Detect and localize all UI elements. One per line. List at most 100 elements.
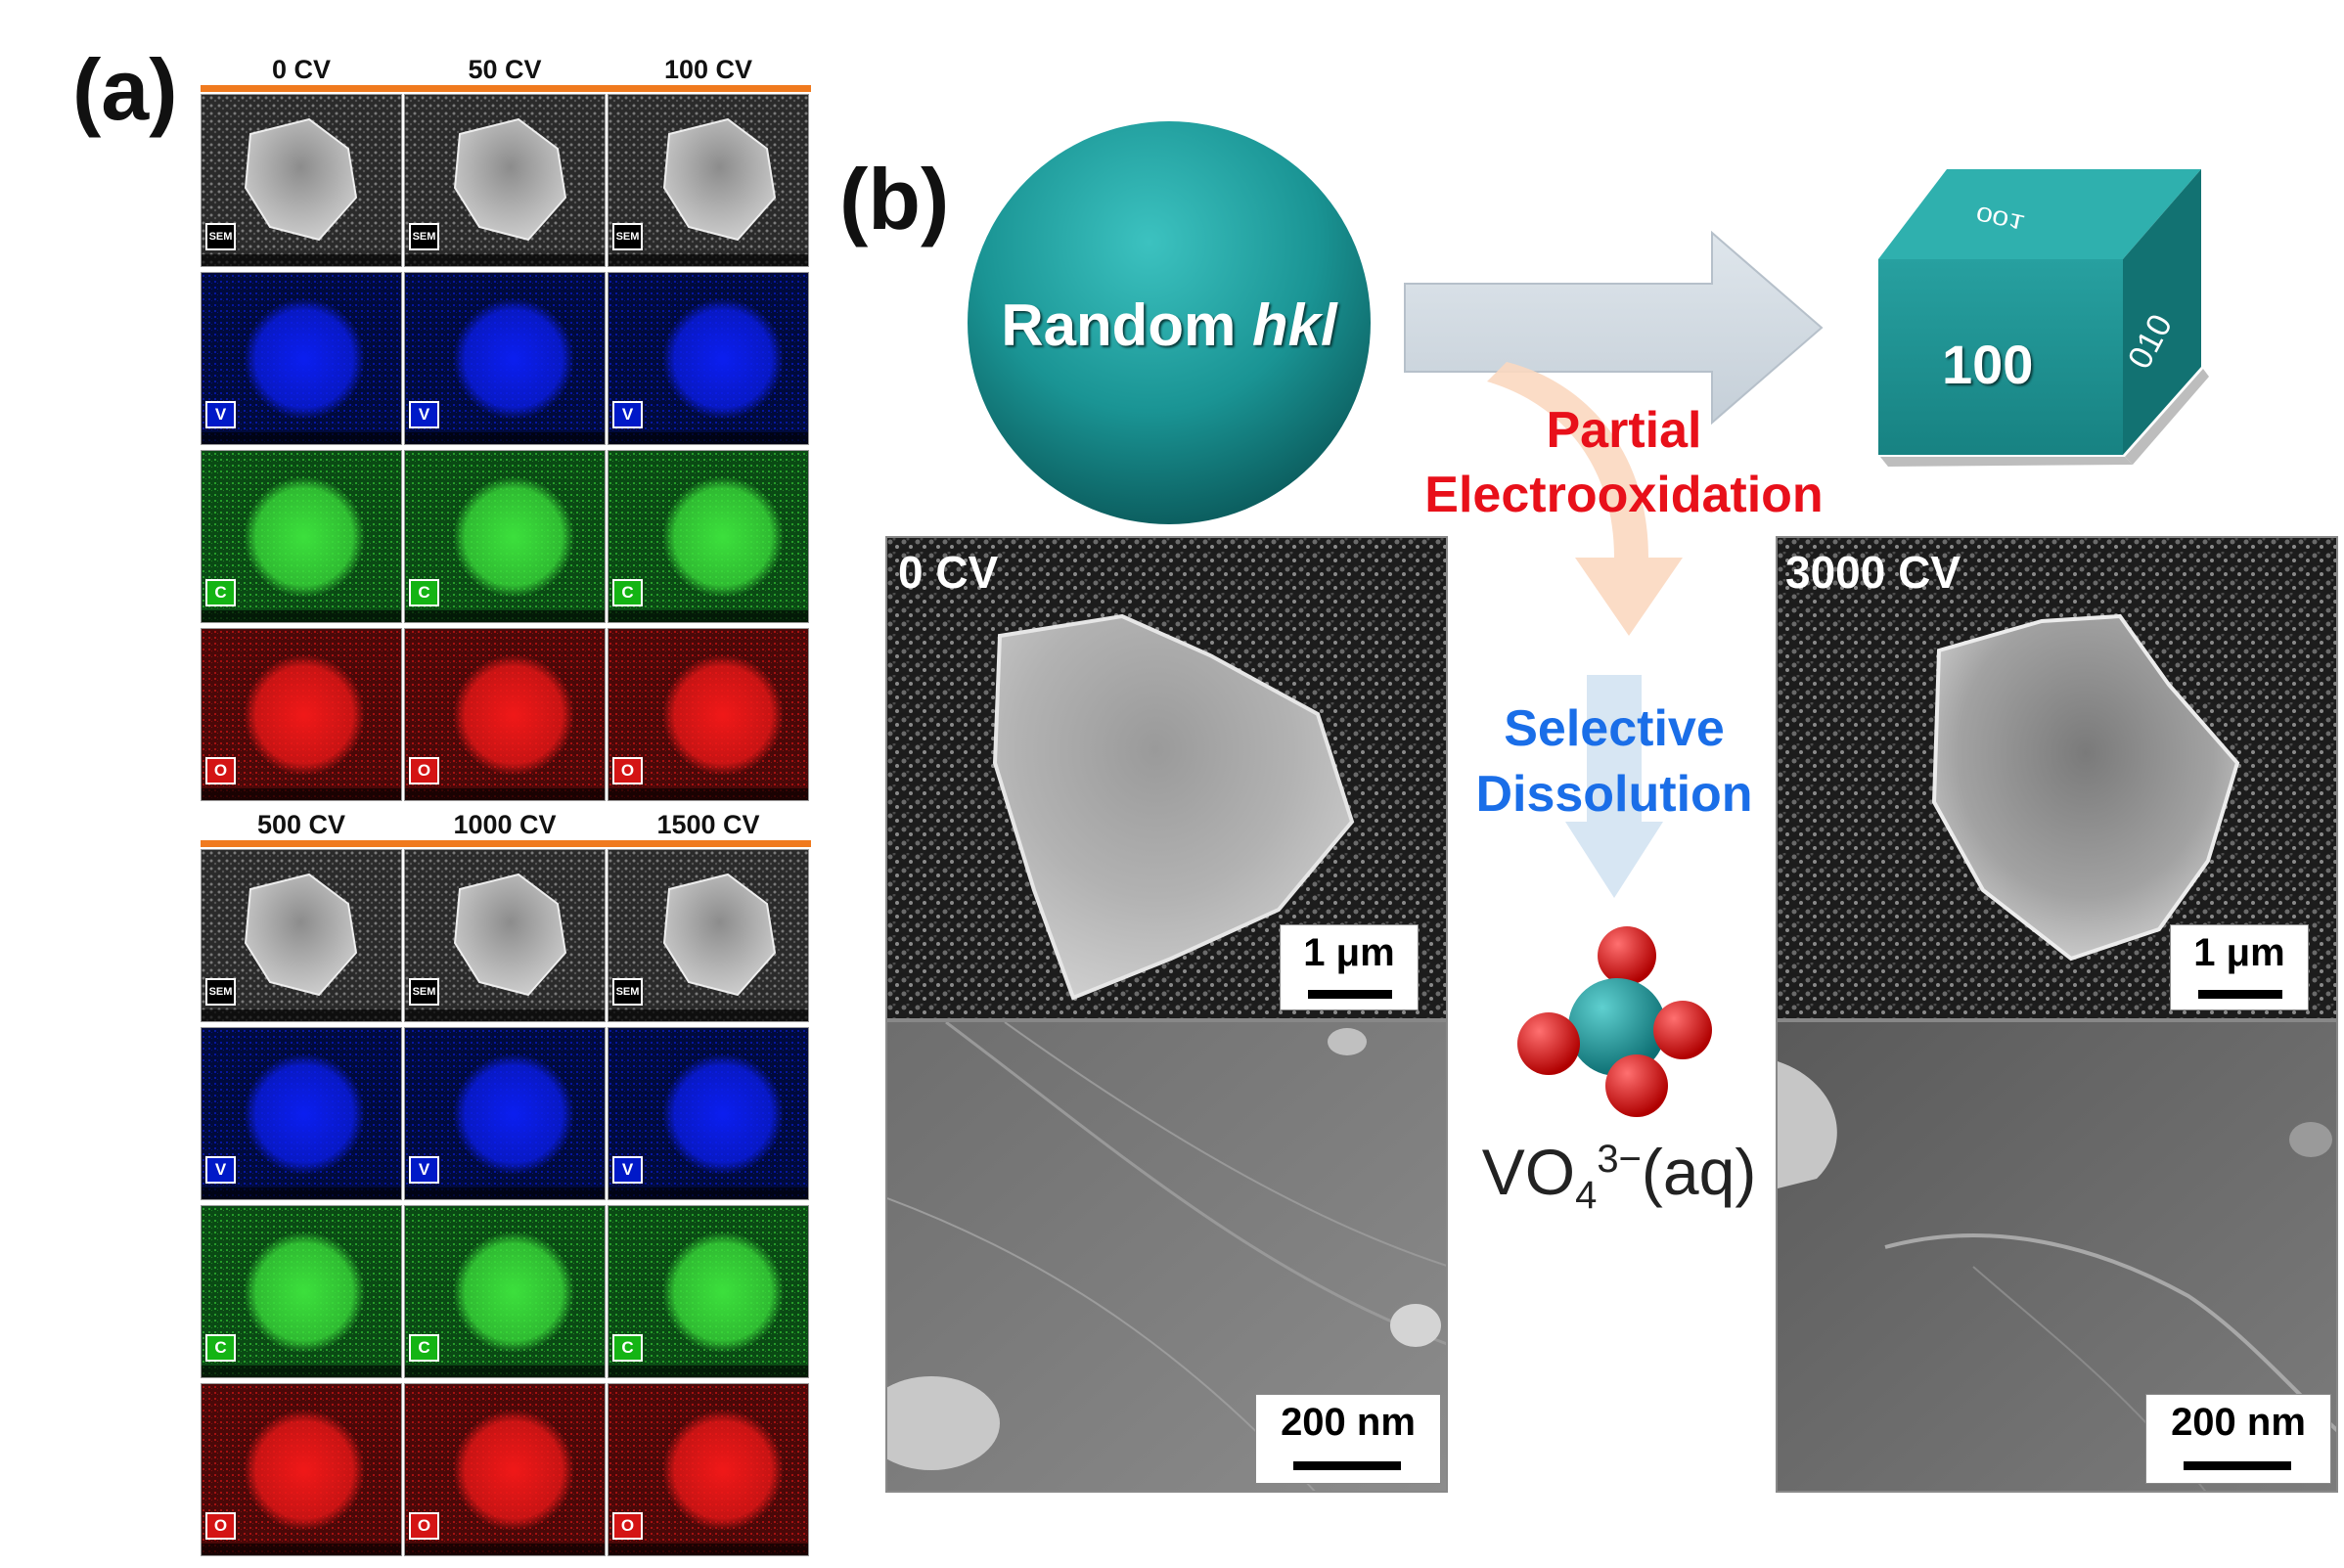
eds-map-c: C bbox=[201, 1205, 402, 1378]
eds-map-c: C bbox=[404, 450, 606, 623]
element-tag: SEM bbox=[205, 223, 236, 250]
element-tag: V bbox=[612, 401, 643, 428]
element-tag: O bbox=[205, 757, 236, 784]
eds-map-v: V bbox=[201, 1027, 402, 1200]
detector-info-bar bbox=[202, 1187, 401, 1199]
element-tag: C bbox=[205, 1334, 236, 1362]
eds-map-v: V bbox=[608, 272, 809, 445]
detector-info-bar bbox=[609, 432, 808, 444]
element-tag: V bbox=[205, 401, 236, 428]
column-header: 500 CV bbox=[256, 810, 346, 839]
element-tag: C bbox=[409, 1334, 439, 1362]
eds-map-sem: SEM bbox=[608, 849, 809, 1022]
scale-bar-200nm-right: 200 nm bbox=[2145, 1394, 2331, 1484]
panel-b-label: (b) bbox=[839, 151, 950, 247]
eds-map-v: V bbox=[404, 1027, 606, 1200]
detector-info-bar bbox=[202, 1544, 401, 1555]
eds-map-v: V bbox=[608, 1027, 809, 1200]
eds-map-sem: SEM bbox=[608, 94, 809, 267]
element-tag: O bbox=[409, 1512, 439, 1540]
eds-map-o: O bbox=[201, 1383, 402, 1556]
element-tag: C bbox=[612, 579, 643, 606]
column-header: 0 CV bbox=[271, 55, 332, 84]
eds-map-c: C bbox=[201, 450, 402, 623]
detector-info-bar bbox=[405, 1366, 605, 1377]
orange-divider-bar bbox=[201, 85, 811, 92]
detector-info-bar bbox=[202, 254, 401, 266]
scale-bar-1um-right: 1 μm bbox=[2170, 924, 2309, 1010]
element-tag: O bbox=[612, 757, 643, 784]
detector-info-bar bbox=[202, 1009, 401, 1021]
detector-info-bar bbox=[609, 1544, 808, 1555]
eds-map-v: V bbox=[404, 272, 606, 445]
element-tag: SEM bbox=[612, 223, 643, 250]
sphere-label: Random hkl bbox=[1001, 292, 1337, 358]
detector-info-bar bbox=[609, 1187, 808, 1199]
detector-info-bar bbox=[609, 610, 808, 622]
eds-map-o: O bbox=[608, 1383, 809, 1556]
orange-divider-bar bbox=[201, 840, 811, 847]
element-tag: C bbox=[205, 579, 236, 606]
dissolution-arrow bbox=[1565, 675, 1663, 898]
eds-map-v: V bbox=[201, 272, 402, 445]
detector-info-bar bbox=[202, 432, 401, 444]
column-header: 1500 CV bbox=[656, 810, 760, 839]
column-header: 50 CV bbox=[468, 55, 542, 84]
element-tag: V bbox=[409, 401, 439, 428]
sem-0cv-label: 0 CV bbox=[898, 547, 999, 598]
element-tag: C bbox=[612, 1334, 643, 1362]
element-tag: O bbox=[409, 757, 439, 784]
sem-image-3000cv-low-mag bbox=[1776, 536, 2338, 1020]
eds-map-c: C bbox=[404, 1205, 606, 1378]
eds-map-c: C bbox=[608, 1205, 809, 1378]
scale-bar-1um-left: 1 μm bbox=[1280, 924, 1419, 1010]
eds-map-o: O bbox=[201, 628, 402, 801]
eds-map-sem: SEM bbox=[201, 849, 402, 1022]
random-hkl-sphere bbox=[968, 121, 1371, 524]
element-tag: SEM bbox=[612, 978, 643, 1006]
partial-label: Partial bbox=[1546, 402, 1702, 459]
eds-map-o: O bbox=[404, 628, 606, 801]
element-tag: V bbox=[205, 1156, 236, 1184]
column-header: 100 CV bbox=[663, 55, 753, 84]
detector-info-bar bbox=[405, 1009, 605, 1021]
cube-front-label: 100 bbox=[1942, 334, 2034, 395]
dissolution-label: Dissolution bbox=[1475, 766, 1753, 823]
element-tag: C bbox=[409, 579, 439, 606]
detector-info-bar bbox=[609, 1009, 808, 1021]
detector-info-bar bbox=[609, 788, 808, 800]
detector-info-bar bbox=[405, 1187, 605, 1199]
vo4-ion-label: VO43−(aq) bbox=[1481, 1136, 1757, 1218]
element-tag: V bbox=[612, 1156, 643, 1184]
eds-map-o: O bbox=[404, 1383, 606, 1556]
element-tag: SEM bbox=[409, 978, 439, 1006]
element-tag: SEM bbox=[205, 978, 236, 1006]
element-tag: V bbox=[409, 1156, 439, 1184]
eds-map-sem: SEM bbox=[404, 94, 606, 267]
electrooxidation-label: Electrooxidation bbox=[1424, 467, 1824, 523]
eds-map-c: C bbox=[608, 450, 809, 623]
detector-info-bar bbox=[405, 254, 605, 266]
detector-info-bar bbox=[609, 1366, 808, 1377]
detector-info-bar bbox=[405, 788, 605, 800]
element-tag: SEM bbox=[409, 223, 439, 250]
electrooxidation-arrow bbox=[1487, 362, 1683, 636]
detector-info-bar bbox=[609, 254, 808, 266]
scale-bar-200nm-left: 200 nm bbox=[1255, 1394, 1441, 1484]
element-tag: O bbox=[205, 1512, 236, 1540]
transformation-arrow bbox=[1404, 230, 1824, 426]
detector-info-bar bbox=[405, 610, 605, 622]
detector-info-bar bbox=[405, 432, 605, 444]
eds-map-sem: SEM bbox=[404, 849, 606, 1022]
detector-info-bar bbox=[202, 1366, 401, 1377]
eds-map-o: O bbox=[608, 628, 809, 801]
selective-label: Selective bbox=[1504, 700, 1725, 757]
panel-a-label: (a) bbox=[72, 41, 178, 138]
vo4-molecule-icon bbox=[1517, 926, 1712, 1117]
detector-info-bar bbox=[202, 788, 401, 800]
column-header: 1000 CV bbox=[453, 810, 557, 839]
sem-image-0cv-high-mag bbox=[885, 1020, 1448, 1493]
faceted-cube bbox=[1878, 169, 2209, 467]
detector-info-bar bbox=[202, 610, 401, 622]
sem-3000cv-label: 3000 CV bbox=[1785, 547, 1961, 598]
